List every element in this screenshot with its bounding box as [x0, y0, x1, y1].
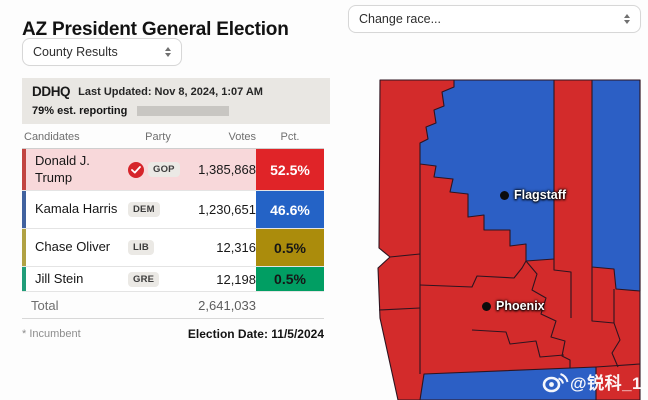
total-row: Total 2,641,033	[22, 292, 324, 320]
map-county-borders	[553, 259, 572, 318]
map-county-coconino[interactable]	[419, 79, 555, 262]
vote-count: 1,385,868	[198, 162, 256, 177]
map-county-borders	[611, 289, 621, 368]
status-panel: DDHQ Last Updated: Nov 8, 2024, 1:07 AM …	[22, 78, 330, 124]
party-badge: DEM	[128, 202, 160, 217]
weibo-logo-icon	[542, 372, 569, 392]
candidate-name: Donald J. Trump	[35, 153, 90, 185]
table-row: Kamala Harris DEM 1,230,651 46.6%	[22, 191, 324, 229]
last-updated-text: Last Updated: Nov 8, 2024, 1:07 AM	[78, 85, 263, 98]
map-county-borders	[525, 260, 571, 368]
row-accent	[22, 191, 26, 228]
row-accent	[22, 149, 26, 190]
map-county-borders	[471, 329, 565, 358]
map-county-borders	[389, 253, 421, 258]
city-label-flagstaff: Flagstaff	[500, 188, 566, 202]
pct-badge: 52.5%	[256, 149, 324, 190]
party-badge: GRE	[128, 271, 160, 287]
reporting-progress-bar	[137, 106, 230, 116]
table-row: Chase Oliver LIB 12,316 0.5%	[22, 229, 324, 267]
results-table-header: Candidates Party Votes Pct.	[22, 131, 324, 149]
ddhq-logo: DDHQ	[32, 84, 71, 99]
vote-count: 1,230,651	[198, 202, 256, 217]
candidate-name: Jill Stein	[35, 271, 84, 286]
weibo-watermark: @锐科_1	[542, 369, 642, 394]
map-county-borders	[419, 260, 527, 288]
map-county-borders	[591, 267, 615, 324]
map-county-borders	[378, 307, 421, 311]
city-label-phoenix: Phoenix	[482, 299, 545, 313]
map-county-borders	[595, 363, 641, 368]
total-label: Total	[31, 297, 59, 313]
table-row: Jill Stein GRE 12,198 0.5%	[22, 267, 324, 293]
candidate-name: Chase Oliver	[35, 239, 111, 255]
incumbent-note: * Incumbent	[22, 328, 81, 341]
vote-count: 12,198	[216, 271, 256, 287]
col-pct: Pct.	[280, 131, 300, 143]
pct-badge: 0.5%	[256, 229, 324, 266]
col-candidates: Candidates	[24, 131, 80, 143]
map-county-apache[interactable]	[591, 79, 641, 292]
total-votes: 2,641,033	[198, 297, 256, 313]
row-accent	[22, 229, 26, 266]
col-party: Party	[145, 131, 171, 143]
reporting-label: 79% est. reporting	[32, 105, 128, 117]
vote-count: 12,316	[216, 240, 256, 255]
col-votes: Votes	[228, 131, 256, 143]
chevron-updown-icon	[165, 47, 171, 57]
page-title: AZ President General Election	[22, 18, 289, 40]
election-date: Election Date: 11/5/2024	[187, 327, 324, 342]
arizona-county-map[interactable]: Flagstaff Phoenix @锐科_1	[374, 78, 644, 400]
city-dot-icon	[482, 301, 491, 311]
pct-badge: 0.5%	[256, 267, 324, 292]
results-table: Candidates Party Votes Pct. Donald J. Tr…	[22, 131, 324, 341]
view-selector-value: County Results	[33, 45, 118, 59]
table-row: Donald J. Trump GOP 1,385,868 52.5%	[22, 149, 324, 191]
winner-check-icon	[128, 161, 144, 178]
watermark-text: @锐科_1	[570, 374, 642, 393]
pct-badge: 46.6%	[256, 191, 324, 228]
view-selector-dropdown[interactable]: County Results	[22, 38, 182, 66]
race-selector-dropdown[interactable]: Change race...	[348, 5, 641, 33]
candidate-name: Kamala Harris	[35, 201, 118, 217]
row-accent	[22, 267, 26, 292]
party-badge: GOP	[148, 162, 180, 177]
chevron-updown-icon	[624, 14, 630, 24]
city-dot-icon	[500, 190, 509, 200]
race-selector-value: Change race...	[359, 12, 441, 26]
party-badge: LIB	[128, 240, 154, 255]
